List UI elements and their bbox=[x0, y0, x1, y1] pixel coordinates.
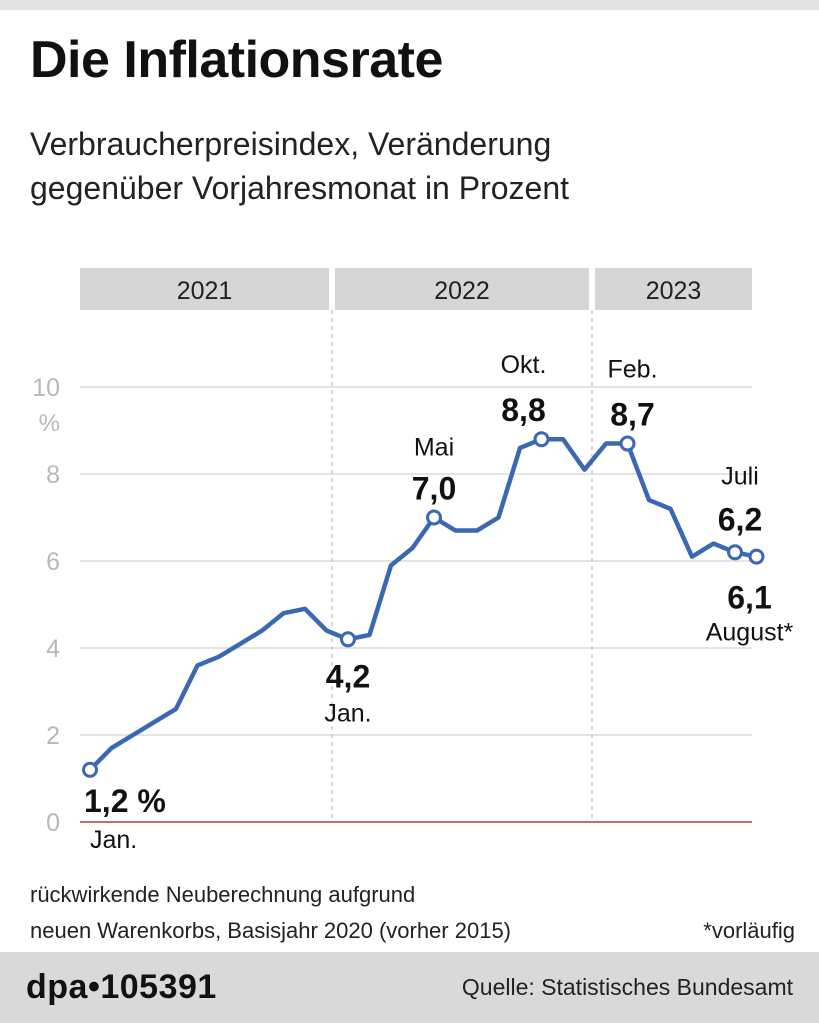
source-credit: Quelle: Statistisches Bundesamt bbox=[461, 974, 793, 1000]
footer-bar: dpa•105391 Quelle: Statistisches Bundesa… bbox=[0, 952, 819, 1023]
month-label-25: Feb. bbox=[607, 356, 657, 384]
footnote-line-2: neuen Warenkorbs, Basisjahr 2020 (vorher… bbox=[30, 918, 512, 943]
data-point-0 bbox=[82, 761, 98, 778]
footnote-line-1: rückwirkende Neuberechnung aufgrund bbox=[30, 882, 416, 907]
year-band-2021 bbox=[80, 268, 329, 310]
value-label-30: 6,2 bbox=[718, 501, 762, 537]
month-label-0: Jan. bbox=[90, 826, 137, 854]
value-label-12: 4,2 bbox=[326, 658, 370, 694]
data-point-16 bbox=[426, 509, 442, 526]
month-label-16: Mai bbox=[414, 434, 454, 462]
data-point-30 bbox=[727, 544, 743, 561]
year-label-2021: 2021 bbox=[177, 277, 233, 305]
data-point-12 bbox=[340, 631, 356, 648]
subtitle-line-1: Verbraucherpreisindex, Veränderung bbox=[30, 126, 552, 162]
value-label-0: 1,2 % bbox=[84, 783, 166, 819]
y-tick-label-4: 4 bbox=[46, 635, 60, 663]
month-label-30: Juli bbox=[721, 462, 759, 490]
y-tick-label-6: 6 bbox=[46, 548, 60, 576]
value-label-31: 6,1 bbox=[727, 580, 771, 616]
footnote: rückwirkende Neuberechnung aufgrund neue… bbox=[30, 877, 511, 949]
chart-title: Die Inflationsrate bbox=[30, 31, 443, 89]
y-tick-label-2: 2 bbox=[46, 722, 60, 750]
year-label-2022: 2022 bbox=[434, 277, 490, 305]
data-point-25 bbox=[619, 435, 636, 452]
inflation-series-line bbox=[87, 436, 759, 773]
month-label-12: Jan. bbox=[324, 699, 371, 727]
month-label-31: August* bbox=[706, 619, 794, 647]
value-label-16: 7,0 bbox=[412, 471, 456, 507]
chart-subtitle: Verbraucherpreisindex, Veränderung gegen… bbox=[30, 122, 790, 210]
y-tick-label-0: 0 bbox=[46, 809, 60, 837]
data-point-21 bbox=[533, 431, 550, 448]
inflation-line-chart: 2021 2022 2023 0 2 4 6 8 10% 1,2 % Jan. 4,2 Jan. 7,0 M… bbox=[32, 268, 794, 854]
y-tick-label-10: 10 bbox=[32, 374, 60, 402]
top-band bbox=[0, 0, 819, 10]
year-band-2022 bbox=[335, 268, 589, 310]
y-axis-unit: % bbox=[39, 410, 60, 437]
value-label-25: 8,7 bbox=[610, 397, 654, 433]
dpa-logo: dpa•105391 bbox=[26, 968, 217, 1006]
month-label-21: Okt. bbox=[501, 351, 547, 379]
year-band-2023 bbox=[595, 268, 752, 310]
year-label-2023: 2023 bbox=[646, 277, 702, 305]
y-tick-label-8: 8 bbox=[46, 461, 60, 489]
subtitle-line-2: gegenüber Vorjahresmonat in Prozent bbox=[30, 170, 570, 206]
value-label-21: 8,8 bbox=[501, 392, 545, 428]
preliminary-note: *vorläufig bbox=[703, 918, 795, 943]
data-point-31 bbox=[748, 548, 765, 565]
